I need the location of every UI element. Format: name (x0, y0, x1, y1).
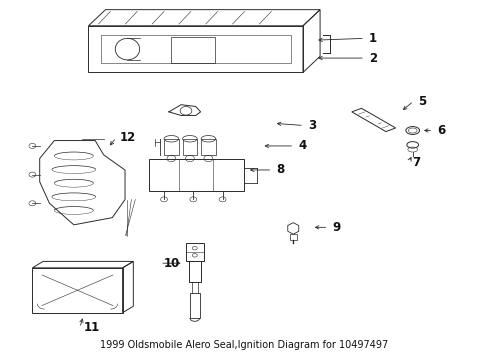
Bar (289, 234, 296, 240)
Bar (171, 37, 215, 63)
Text: 5: 5 (417, 95, 425, 108)
Text: 4: 4 (298, 139, 306, 152)
Text: 9: 9 (331, 221, 340, 234)
Text: 1999 Oldsmobile Alero Seal,Ignition Diagram for 10497497: 1999 Oldsmobile Alero Seal,Ignition Diag… (100, 340, 388, 350)
Bar (185, 243, 203, 261)
Bar (163, 139, 178, 155)
Bar (149, 159, 244, 192)
Text: 8: 8 (276, 163, 284, 176)
Text: 7: 7 (412, 156, 420, 168)
Text: 2: 2 (368, 51, 376, 64)
Text: 12: 12 (120, 131, 136, 144)
Bar (32, 268, 122, 313)
Bar (182, 139, 197, 155)
Text: 10: 10 (163, 257, 180, 270)
Bar (101, 35, 290, 63)
Bar (201, 139, 215, 155)
Text: 3: 3 (307, 119, 315, 132)
Bar (188, 261, 200, 282)
Bar (88, 26, 303, 72)
Bar (189, 293, 199, 318)
Text: 6: 6 (436, 124, 445, 137)
Text: 1: 1 (368, 32, 376, 45)
Text: 11: 11 (83, 321, 100, 334)
